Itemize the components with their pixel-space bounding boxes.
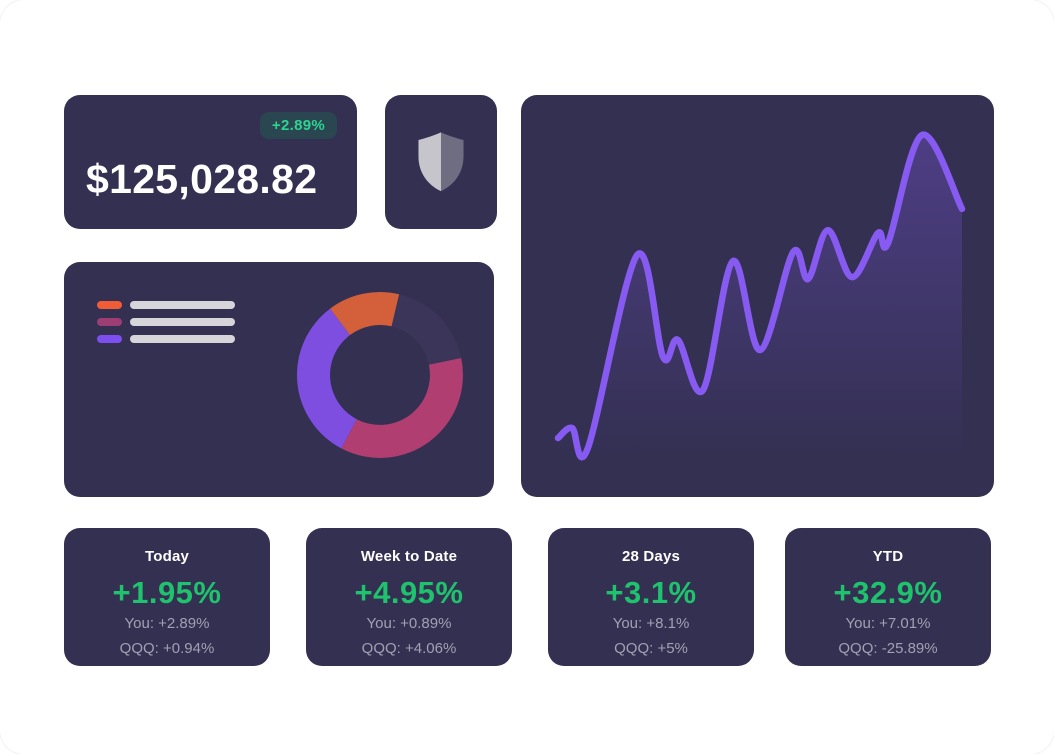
stat-label: 28 Days — [621, 548, 681, 565]
shield-left-half — [418, 132, 441, 192]
stat-benchmark-value: QQQ: +5% — [614, 639, 688, 657]
legend-swatch — [97, 301, 122, 309]
stat-you-value: You: +0.89% — [366, 615, 452, 632]
legend-placeholder-bar — [130, 318, 235, 326]
stat-value: +3.1% — [605, 575, 697, 610]
legend-swatch — [97, 318, 122, 326]
legend-item — [97, 318, 235, 326]
line-chart-line — [554, 131, 966, 461]
stat-benchmark-value: QQQ: -25.89% — [838, 639, 938, 657]
shield-icon — [418, 132, 464, 192]
stat-you-value: You: +8.1% — [612, 615, 690, 632]
legend-item — [97, 301, 235, 309]
stat-card-week-to-date[interactable]: Week to Date +4.95% You: +0.89% QQQ: +4.… — [306, 528, 512, 666]
legend-item — [97, 335, 235, 343]
donut-segment-orange — [330, 292, 400, 336]
performance-line-chart — [554, 131, 966, 464]
allocation-donut-chart — [296, 292, 463, 458]
allocation-legend — [97, 301, 235, 352]
security-card[interactable] — [385, 95, 497, 229]
stat-card-ytd[interactable]: YTD +32.9% You: +7.01% QQQ: -25.89% — [785, 528, 991, 666]
stat-label: YTD — [872, 548, 904, 565]
stat-you-value: You: +2.89% — [124, 615, 210, 632]
legend-swatch — [97, 335, 122, 343]
stat-card-today[interactable]: Today +1.95% You: +2.89% QQQ: +0.94% — [64, 528, 270, 666]
stat-label: Today — [144, 548, 190, 565]
stat-benchmark-value: QQQ: +4.06% — [361, 639, 457, 657]
balance-amount: $125,028.82 — [86, 156, 318, 202]
legend-placeholder-bar — [130, 301, 235, 309]
stat-you-value: You: +7.01% — [845, 615, 931, 632]
stat-value: +4.95% — [354, 575, 464, 610]
stat-value: +32.9% — [833, 575, 943, 610]
stat-card-28-days[interactable]: 28 Days +3.1% You: +8.1% QQQ: +5% — [548, 528, 754, 666]
legend-placeholder-bar — [130, 335, 235, 343]
balance-card[interactable]: +2.89% $125,028.82 — [64, 95, 357, 229]
allocation-card[interactable] — [64, 262, 494, 497]
stat-value: +1.95% — [112, 575, 222, 610]
change-badge: +2.89% — [259, 112, 337, 139]
donut-segment-purple — [296, 308, 357, 449]
stat-benchmark-value: QQQ: +0.94% — [119, 639, 215, 657]
line-chart-area-fill — [558, 134, 962, 464]
stat-label: Week to Date — [360, 548, 458, 565]
performance-chart-card[interactable] — [521, 95, 994, 497]
donut-segment-dark — [391, 294, 462, 365]
donut-segment-magenta — [341, 358, 463, 458]
